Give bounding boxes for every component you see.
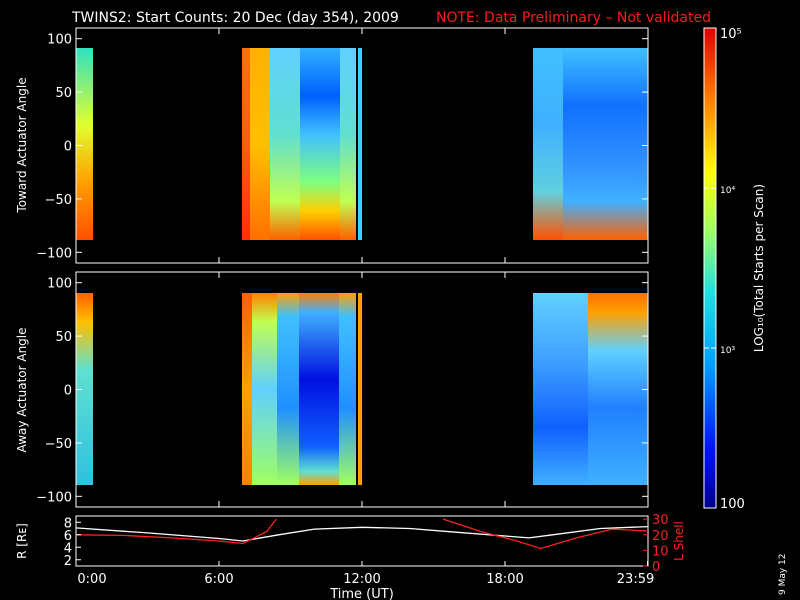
- ytick-label: 8: [64, 516, 72, 531]
- ylabel-lshell: L Shell: [672, 521, 686, 561]
- ytick-label: 100: [47, 277, 72, 292]
- ytick-label: 6: [64, 529, 72, 544]
- heatmap-block: [588, 293, 648, 485]
- ytick-label: 0: [64, 384, 72, 399]
- heatmap-block: [358, 48, 362, 240]
- ytick-label: −100: [36, 490, 72, 505]
- ytick-label: −50: [45, 193, 72, 208]
- heatmap-block: [340, 48, 356, 240]
- chart-title: TWINS2: Start Counts: 20 Dec (day 354), …: [71, 10, 399, 26]
- xtick-label: 18:00: [486, 572, 523, 587]
- colorbar-ramp: [704, 28, 716, 508]
- colorbar-tick-label: 10³: [720, 346, 735, 356]
- colorbar-frame: [703, 27, 717, 509]
- panel-away: Away Actuator Angle 100 50 0 −50 −100: [15, 271, 649, 508]
- heatmap-block: [299, 293, 339, 485]
- xtick-label: 23:59: [617, 572, 654, 587]
- heatmap-block: [270, 48, 300, 240]
- ytick-label: 50: [55, 86, 72, 101]
- heatmap-block: [76, 293, 93, 485]
- colorbar-ticks: 10⁵ 10⁴ 10³ 100: [704, 27, 745, 512]
- ylabel-toward: Toward Actuator Angle: [15, 77, 29, 213]
- date-stamp: 9 May 12: [778, 553, 788, 595]
- heatmap-block: [300, 48, 340, 240]
- heatmap-block: [533, 293, 588, 485]
- orbit-series-line: [442, 518, 649, 550]
- panel-frame-orbit: [75, 515, 649, 567]
- heatmap-block: [76, 48, 93, 240]
- heatmap-block: [250, 48, 270, 240]
- orbit-lines: [75, 518, 649, 550]
- ytick-label: 50: [55, 330, 72, 345]
- heatmap-block: [242, 293, 252, 485]
- ytick-label: −50: [45, 437, 72, 452]
- ylabel-away: Away Actuator Angle: [15, 327, 29, 452]
- heatmap-toward: [76, 48, 648, 240]
- ytick-label: 10: [652, 544, 669, 559]
- heatmap-away: [76, 293, 648, 485]
- ytick-label: 20: [652, 529, 669, 544]
- heatmap-block: [242, 48, 250, 240]
- ytick-label: 100: [47, 33, 72, 48]
- xticks-away: [75, 272, 649, 507]
- data-note: NOTE: Data Preliminary – Not validated: [436, 10, 711, 26]
- heatmap-block: [533, 48, 563, 240]
- xtick-label: 6:00: [204, 572, 233, 587]
- xtick-label: 12:00: [343, 572, 380, 587]
- colorbar-label: LOG₁₀(Total Starts per Scan): [752, 184, 766, 352]
- heatmap-block: [252, 293, 277, 485]
- heatmap-block: [563, 48, 648, 240]
- ytick-label: −100: [36, 246, 72, 261]
- colorbar-tick-label: 10⁵: [720, 27, 742, 42]
- colorbar-tick-label: 10⁴: [720, 186, 735, 196]
- xtick-label: 0:00: [77, 572, 106, 587]
- xlabel-time: Time (UT): [329, 587, 394, 600]
- heatmap-block: [277, 293, 299, 485]
- orbit-series-line: [75, 518, 277, 545]
- ytick-label: 0: [652, 560, 660, 575]
- panel-toward: Toward Actuator Angle 100 50 0 −50 −100: [15, 27, 649, 264]
- colorbar: 10⁵ 10⁴ 10³ 100 LOG₁₀(Total Starts per Scan…: [703, 27, 766, 512]
- xticks-time: 0:00 6:00 12:00 18:00 23:59: [75, 561, 654, 587]
- yticks-away: 100 50 0 −50 −100: [36, 277, 648, 505]
- ylabel-r: R [Rᴇ]: [15, 523, 29, 559]
- heatmap-block: [358, 293, 362, 485]
- heatmap-block: [339, 293, 356, 485]
- yticks-toward: 100 50 0 −50 −100: [36, 33, 648, 261]
- xticks-toward: [75, 28, 649, 263]
- ytick-label: 4: [64, 541, 72, 556]
- ytick-label: 30: [652, 513, 669, 528]
- colorbar-tick-label: 100: [720, 497, 745, 512]
- ytick-label: 0: [64, 140, 72, 155]
- ytick-label: 2: [64, 554, 72, 569]
- orbit-series-line: [75, 525, 649, 542]
